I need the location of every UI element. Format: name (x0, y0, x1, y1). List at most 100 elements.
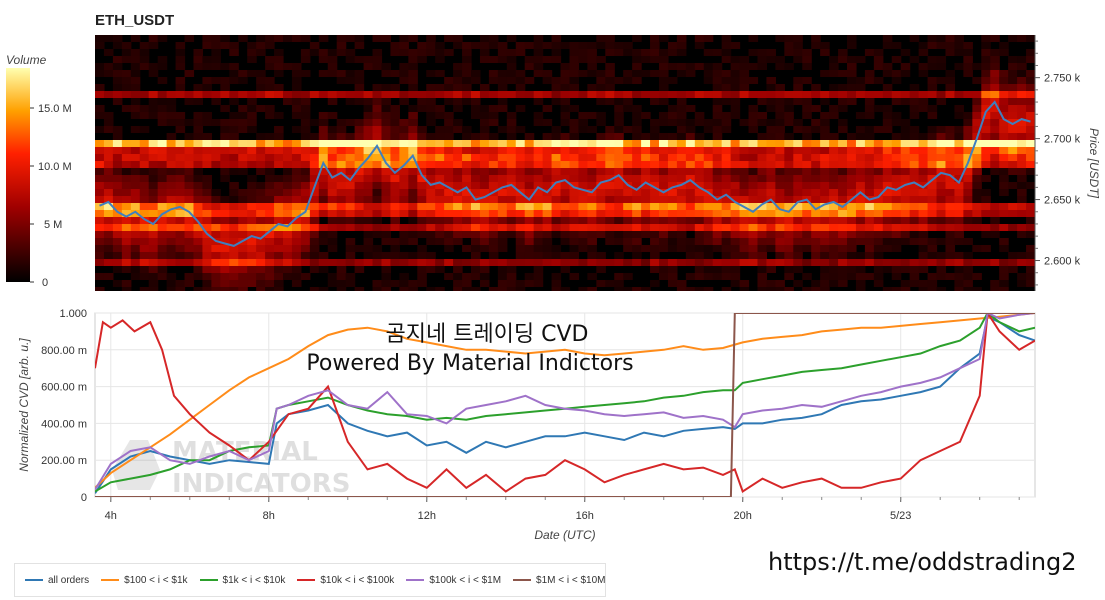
heatmap-cell (524, 91, 535, 98)
legend-item[interactable]: $1M < i < $10M (513, 575, 606, 586)
heatmap-cell (802, 98, 812, 105)
telegram-link[interactable]: https://t.me/oddstrading2 (768, 548, 1077, 576)
heatmap-cell (838, 280, 848, 287)
heatmap-cell (963, 203, 973, 210)
heatmap-cell (283, 154, 293, 161)
heatmap-cell (757, 49, 768, 56)
heatmap-cell (202, 154, 212, 161)
heatmap-cell (820, 49, 830, 56)
heatmap-cell (891, 133, 902, 140)
heatmap-cell (873, 63, 884, 70)
heatmap-cell (515, 252, 526, 259)
heatmap-cell (1017, 147, 1027, 154)
heatmap-cell (148, 112, 159, 119)
heatmap-cell (417, 98, 427, 105)
heatmap-cell (748, 252, 759, 259)
heatmap-cell (426, 231, 436, 238)
heatmap-cell (479, 266, 490, 273)
heatmap-cell (605, 42, 615, 49)
heatmap-cell (963, 70, 973, 77)
heatmap-cell (283, 259, 293, 266)
heatmap-cell (605, 196, 615, 203)
heatmap-cell (300, 70, 311, 77)
heatmap-cell (578, 126, 588, 133)
heatmap-cell (999, 147, 1009, 154)
heatmap-cell (990, 133, 1000, 140)
heatmap-cell (533, 259, 544, 266)
heatmap-cell (408, 119, 418, 126)
heatmap-cell (811, 119, 821, 126)
heatmap-cell (659, 161, 669, 168)
heatmap-cell (999, 91, 1009, 98)
heatmap-cell (533, 140, 544, 147)
heatmap-cell (569, 245, 580, 252)
heatmap-cell (390, 126, 400, 133)
heatmap-cell (300, 49, 311, 56)
legend-item[interactable]: $10k < i < $100k (297, 575, 394, 586)
heatmap-cell (300, 273, 311, 280)
heatmap-cell (238, 91, 248, 98)
heatmap-cell (354, 77, 365, 84)
heatmap-cell (560, 105, 571, 112)
heatmap-cell (918, 189, 929, 196)
heatmap-cell (927, 189, 938, 196)
heatmap-cell (641, 175, 651, 182)
heatmap-cell (918, 161, 929, 168)
heatmap-cell (399, 273, 409, 280)
price-line (99, 100, 1031, 247)
heatmap-cell (891, 189, 902, 196)
heatmap-cell (587, 231, 597, 238)
heatmap-cell (927, 147, 938, 154)
heatmap-cell (569, 161, 580, 168)
heatmap-cell (847, 273, 857, 280)
heatmap-cell (963, 217, 973, 224)
heatmap-cell (1026, 126, 1035, 133)
legend-item[interactable]: $100 < i < $1k (101, 575, 188, 586)
heatmap-cell (551, 280, 562, 287)
heatmap-cell (676, 280, 687, 287)
heatmap-cell (793, 168, 803, 175)
heatmap-cell (175, 63, 186, 70)
heatmap-cell (506, 259, 517, 266)
heatmap-cell (300, 119, 311, 126)
heatmap-cell (139, 203, 150, 210)
heatmap-cell (694, 266, 705, 273)
heatmap-cell (121, 189, 132, 196)
heatmap-cell (838, 238, 848, 245)
heatmap-cell (891, 98, 902, 105)
legend-item[interactable]: all orders (25, 575, 89, 586)
heatmap-cell (999, 224, 1009, 231)
heatmap-cell (882, 140, 893, 147)
heatmap-cell (811, 42, 821, 49)
heatmap-cell (927, 252, 938, 259)
legend-item[interactable]: $1k < i < $10k (199, 575, 285, 586)
heatmap-cell (291, 91, 302, 98)
heatmap-cell (399, 35, 409, 42)
heatmap-cell (247, 56, 257, 63)
heatmap-cell (479, 245, 490, 252)
heatmap-cell (95, 70, 105, 77)
heatmap-cell (524, 259, 535, 266)
heatmap-cell (112, 189, 123, 196)
heatmap-cell (596, 231, 606, 238)
heatmap-cell (972, 112, 982, 119)
heatmap-cell (175, 77, 186, 84)
heatmap-cell (238, 168, 248, 175)
heatmap-cell (247, 203, 257, 210)
heatmap-cell (659, 35, 669, 42)
heatmap-cell (838, 175, 848, 182)
legend-item[interactable]: $100k < i < $1M (406, 575, 501, 586)
heatmap-cell (220, 42, 230, 49)
heatmap-cell (578, 49, 588, 56)
heatmap-cell (408, 252, 418, 259)
heatmap-cell (542, 245, 553, 252)
heatmap-cell (533, 112, 544, 119)
heatmap-cell (614, 147, 624, 154)
heatmap-cell (265, 252, 275, 259)
heatmap-cell (497, 210, 508, 217)
heatmap-cell (462, 133, 472, 140)
heatmap-cell (757, 133, 768, 140)
heatmap-cell (479, 105, 490, 112)
heatmap-cell (112, 42, 123, 49)
heatmap-cell (847, 147, 857, 154)
